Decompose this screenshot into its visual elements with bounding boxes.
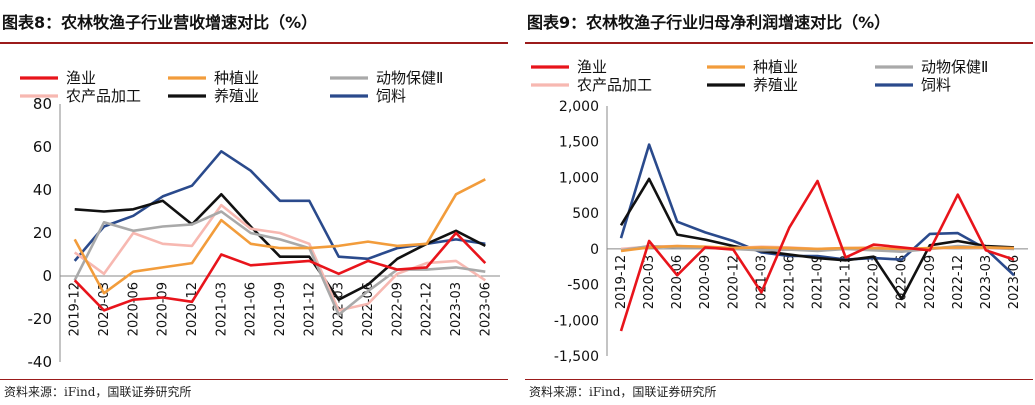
x-tick-label: 2022-09 (390, 282, 405, 336)
x-tick-label: 2020-09 (156, 282, 171, 336)
legend-label: 饲料 (921, 76, 951, 94)
x-tick-label: 2021-09 (811, 255, 826, 309)
x-tick-label: 2023-06 (1007, 255, 1022, 309)
series-line-动物保健Ⅱ (73, 210, 486, 316)
x-tick-label: 2022-03 (867, 255, 882, 309)
series-line-农产品加工 (73, 203, 487, 312)
chart-panel-profit: 图表9：农林牧渔子行业归母净利润增速对比（%） -1,500 -1,000 -500… (525, 0, 1035, 405)
legend-label: 农产品加工 (577, 76, 652, 94)
y-tick-label: 80 (33, 95, 52, 113)
legend-label: 农产品加工 (66, 87, 141, 105)
x-tick-label: 2021-06 (244, 282, 259, 336)
x-tick-label: 2021-09 (273, 282, 288, 336)
series-line-渔业 (73, 231, 487, 312)
chart-title: 图表8：农林牧渔子行业营收增速对比（%） (2, 13, 318, 32)
x-tick-label: 2021-06 (782, 255, 797, 309)
legend-label: 动物保健Ⅱ (921, 58, 988, 76)
x-tick-label: 2020-12 (726, 255, 741, 309)
series-line-养殖业 (74, 193, 486, 301)
series-line-养殖业 (619, 177, 1015, 301)
y-tick-label: -1,000 (554, 313, 599, 329)
x-tick-label: 2022-06 (895, 255, 910, 309)
chart-title: 图表9：农林牧渔子行业归母净利润增速对比（%） (527, 13, 891, 32)
chart-panel-revenue: 图表8：农林牧渔子行业营收增速对比（%） -40 -20 0 20 40 60 80 2019… (0, 0, 510, 405)
x-tick-label: 2020-06 (126, 282, 141, 336)
series-line-种植业 (620, 244, 1015, 253)
x-tick-label: 2020-03 (642, 255, 657, 309)
source-note: 资料来源：iFind，国联证券研究所 (529, 385, 717, 399)
y-tick-label: 1,000 (559, 170, 599, 186)
y-tick-label: 20 (33, 224, 52, 242)
y-tick-label: 500 (572, 206, 599, 222)
y-tick-label: 40 (33, 181, 52, 199)
legend-label: 渔业 (66, 69, 96, 87)
profit-growth-chart: -1,500 -1,000 -500 0 500 1,000 1,500 2,000 2019-… (531, 58, 1028, 365)
x-tick-label: 2022-06 (361, 282, 376, 336)
y-tick-label: 0 (590, 242, 599, 258)
x-tick-label: 2022-09 (923, 255, 938, 309)
x-tick-label: 2021-03 (214, 282, 229, 336)
y-tick-label: 1,500 (559, 135, 599, 151)
legend-label: 养殖业 (753, 76, 798, 94)
x-tick-label: 2022-12 (951, 255, 966, 309)
source-rule (0, 379, 508, 380)
x-tick-label: 2021-03 (754, 255, 769, 309)
legend-label: 养殖业 (214, 87, 259, 105)
series-line-渔业 (619, 179, 1015, 332)
legend-label: 种植业 (753, 58, 798, 76)
x-tick-label: 2019-12 (614, 255, 629, 309)
series-line-饲料 (619, 143, 1015, 277)
x-tick-label: 2021-12 (302, 282, 317, 336)
x-tick-label: 2023-03 (979, 255, 994, 309)
source-rule (525, 379, 1033, 380)
title-rule (0, 42, 508, 44)
x-tick-label: 2019-12 (68, 282, 83, 336)
y-tick-label: -40 (28, 353, 53, 371)
x-tick-label: 2022-12 (420, 282, 435, 336)
x-tick-label: 2020-09 (698, 255, 713, 309)
legend-label: 动物保健Ⅱ (376, 69, 443, 87)
y-tick-label: -500 (567, 278, 599, 294)
legend-label: 饲料 (376, 87, 406, 105)
x-tick-label: 2020-06 (670, 255, 685, 309)
source-note: 资料来源：iFind，国联证券研究所 (4, 385, 192, 399)
y-tick-label: -1,500 (554, 349, 599, 365)
legend-label: 渔业 (577, 58, 607, 76)
legend-label: 种植业 (214, 69, 259, 87)
title-rule (525, 42, 1033, 44)
series-line-种植业 (73, 178, 486, 295)
x-tick-label: 2021-12 (839, 255, 854, 309)
y-tick-label: 0 (42, 267, 52, 285)
y-tick-label: 60 (33, 138, 52, 156)
y-tick-label: 2,000 (559, 99, 599, 115)
x-tick-label: 2023-06 (478, 282, 493, 336)
x-tick-label: 2023-03 (449, 282, 464, 336)
y-tick-label: -20 (28, 310, 53, 328)
